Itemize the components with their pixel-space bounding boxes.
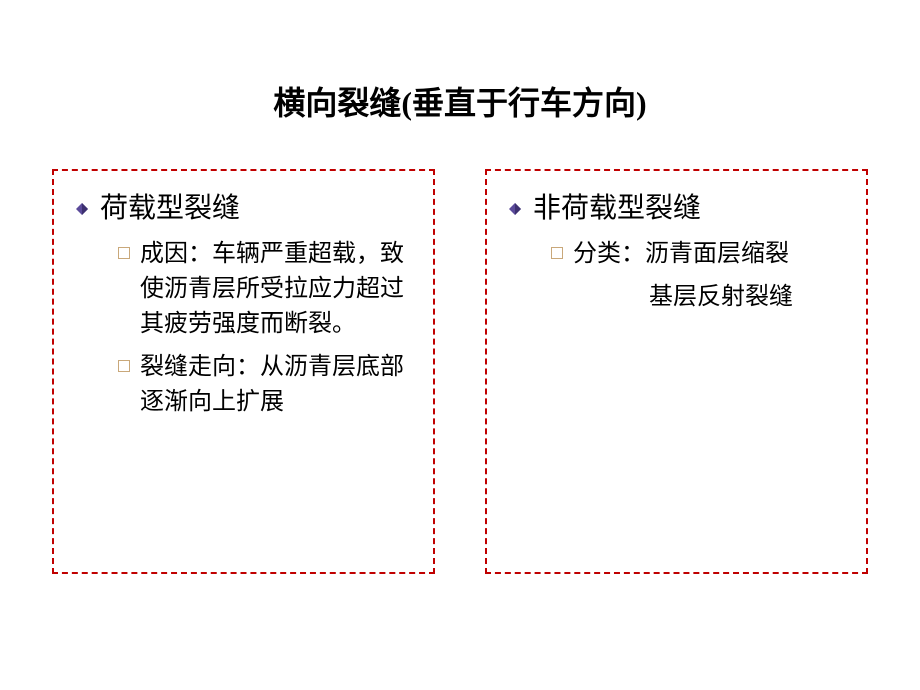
content-area: 荷载型裂缝 成因：车辆严重超载，致使沥青层所受拉应力超过其疲劳强度而断裂。 裂缝… <box>0 124 920 574</box>
left-box: 荷载型裂缝 成因：车辆严重超载，致使沥青层所受拉应力超过其疲劳强度而断裂。 裂缝… <box>52 169 435 574</box>
heading-item: 非荷载型裂缝 <box>509 191 854 227</box>
square-bullet-icon <box>118 247 130 259</box>
sub-item-text: 分类：沥青面层缩裂 <box>573 237 789 272</box>
sub-item: 分类：沥青面层缩裂 <box>551 237 854 272</box>
diamond-bullet-icon <box>76 203 88 215</box>
sub-item: 裂缝走向：从沥青层底部逐渐向上扩展 <box>118 350 421 420</box>
square-bullet-icon <box>118 360 130 372</box>
sub-item: 成因：车辆严重超载，致使沥青层所受拉应力超过其疲劳强度而断裂。 <box>118 237 421 341</box>
box-heading: 非荷载型裂缝 <box>533 191 701 227</box>
sub-item-text: 裂缝走向：从沥青层底部逐渐向上扩展 <box>140 350 421 420</box>
indented-continuation: 基层反射裂缝 <box>649 280 854 315</box>
diamond-bullet-icon <box>509 203 521 215</box>
heading-item: 荷载型裂缝 <box>76 191 421 227</box>
slide-title: 横向裂缝(垂直于行车方向) <box>0 0 920 124</box>
right-box: 非荷载型裂缝 分类：沥青面层缩裂 基层反射裂缝 <box>485 169 868 574</box>
box-heading: 荷载型裂缝 <box>100 191 240 227</box>
square-bullet-icon <box>551 247 563 259</box>
sub-item-text: 成因：车辆严重超载，致使沥青层所受拉应力超过其疲劳强度而断裂。 <box>140 237 421 341</box>
